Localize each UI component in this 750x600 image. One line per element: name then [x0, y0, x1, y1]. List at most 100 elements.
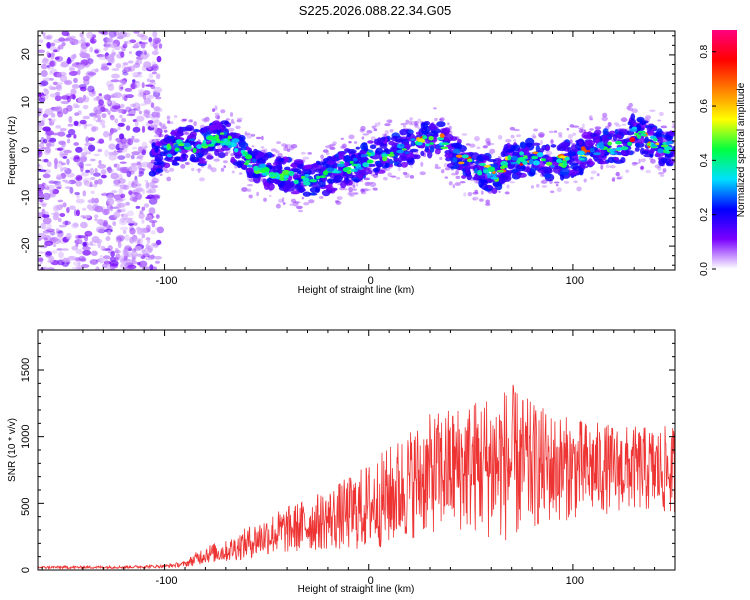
noise-blob — [54, 56, 60, 60]
ridge-peak — [474, 168, 478, 174]
noise-blob — [89, 181, 93, 187]
ridge-blob — [263, 152, 269, 161]
noise-blob — [120, 262, 128, 269]
noise-blob — [38, 212, 44, 218]
halo-blob — [214, 112, 220, 116]
ridge-blob — [359, 170, 369, 176]
noise-blob — [98, 55, 108, 61]
halo-blob — [472, 196, 479, 201]
noise-blob — [114, 198, 124, 202]
noise-blob — [116, 234, 125, 242]
noise-blob — [114, 118, 119, 124]
noise-blob — [48, 118, 52, 121]
ridge-blob — [361, 167, 371, 172]
noise-blob — [57, 111, 64, 118]
noise-blob — [59, 213, 66, 217]
ridge-peak — [246, 164, 253, 168]
noise-blob — [117, 126, 121, 131]
halo-blob — [536, 183, 540, 188]
ridge-peak — [233, 147, 239, 153]
noise-blob — [117, 108, 123, 114]
ridge-peak — [528, 158, 534, 165]
ridge-peak — [339, 161, 345, 164]
ridge-peak — [466, 158, 473, 163]
noise-blob — [44, 108, 54, 116]
noise-blob — [158, 43, 163, 49]
noise-blob — [70, 94, 76, 100]
halo-blob — [465, 143, 471, 146]
noise-blob — [117, 155, 126, 161]
ridge-blob — [556, 145, 561, 151]
noise-blob — [136, 33, 145, 38]
noise-blob — [108, 31, 117, 38]
noise-blob — [124, 217, 133, 221]
ridge-blob — [148, 170, 157, 177]
noise-blob — [58, 251, 64, 259]
halo-blob — [348, 134, 355, 140]
ridge-peak — [631, 126, 638, 130]
noise-blob — [148, 220, 158, 223]
noise-blob — [95, 266, 100, 270]
halo-blob — [645, 169, 651, 174]
ridge-blob — [154, 141, 163, 147]
noise-blob — [49, 140, 55, 147]
halo-blob — [553, 130, 558, 134]
ridge-peak — [192, 147, 197, 153]
noise-blob — [133, 43, 139, 48]
snr-y-tick-label: 500 — [20, 498, 32, 516]
noise-blob — [120, 193, 126, 199]
noise-blob — [98, 160, 102, 165]
ridge-blob — [231, 135, 240, 139]
ridge-blob — [414, 154, 421, 160]
halo-blob — [301, 196, 305, 200]
noise-blob — [62, 107, 69, 115]
ridge-peak — [507, 155, 512, 161]
noise-blob — [107, 168, 114, 173]
noise-blob — [86, 184, 95, 188]
ridge-peak — [188, 138, 196, 142]
noise-blob — [111, 151, 119, 156]
halo-blob — [601, 116, 608, 122]
halo-blob — [381, 133, 387, 136]
ridge-blob — [282, 185, 288, 191]
noise-blob — [46, 51, 50, 56]
halo-blob — [322, 149, 329, 153]
noise-blob — [75, 180, 83, 187]
ridge-peak — [511, 155, 519, 161]
halo-blob — [278, 198, 284, 203]
halo-blob — [251, 133, 256, 137]
ridge-blob — [507, 164, 515, 170]
ridge-peak — [368, 150, 374, 153]
noise-blob — [63, 149, 72, 154]
noise-blob — [100, 245, 106, 251]
halo-blob — [191, 167, 195, 172]
ridge-blob — [344, 155, 351, 163]
noise-blob — [129, 236, 135, 244]
halo-blob — [548, 130, 554, 134]
noise-blob — [59, 151, 64, 158]
noise-blob — [152, 195, 160, 200]
noise-blob — [143, 113, 148, 117]
ridge-peak — [207, 143, 215, 147]
noise-blob — [50, 120, 55, 124]
halo-blob — [370, 136, 376, 141]
noise-blob — [78, 39, 86, 44]
noise-blob — [121, 117, 127, 123]
noise-blob — [151, 65, 158, 70]
ridge-blob — [296, 170, 302, 175]
noise-blob — [77, 259, 81, 267]
ridge-blob — [367, 169, 373, 175]
halo-blob — [590, 176, 594, 180]
ridge-peak — [477, 170, 482, 175]
noise-blob — [122, 230, 127, 234]
noise-blob — [87, 198, 97, 204]
noise-blob — [140, 161, 150, 168]
ridge-blob — [583, 134, 589, 138]
spectrogram-x-tick-label: 100 — [566, 275, 584, 287]
noise-blob — [149, 81, 157, 85]
noise-blob — [153, 255, 163, 260]
ridge-peak — [202, 139, 207, 144]
noise-blob — [100, 169, 107, 175]
noise-blob — [83, 146, 88, 153]
ridge-peak — [326, 167, 335, 172]
